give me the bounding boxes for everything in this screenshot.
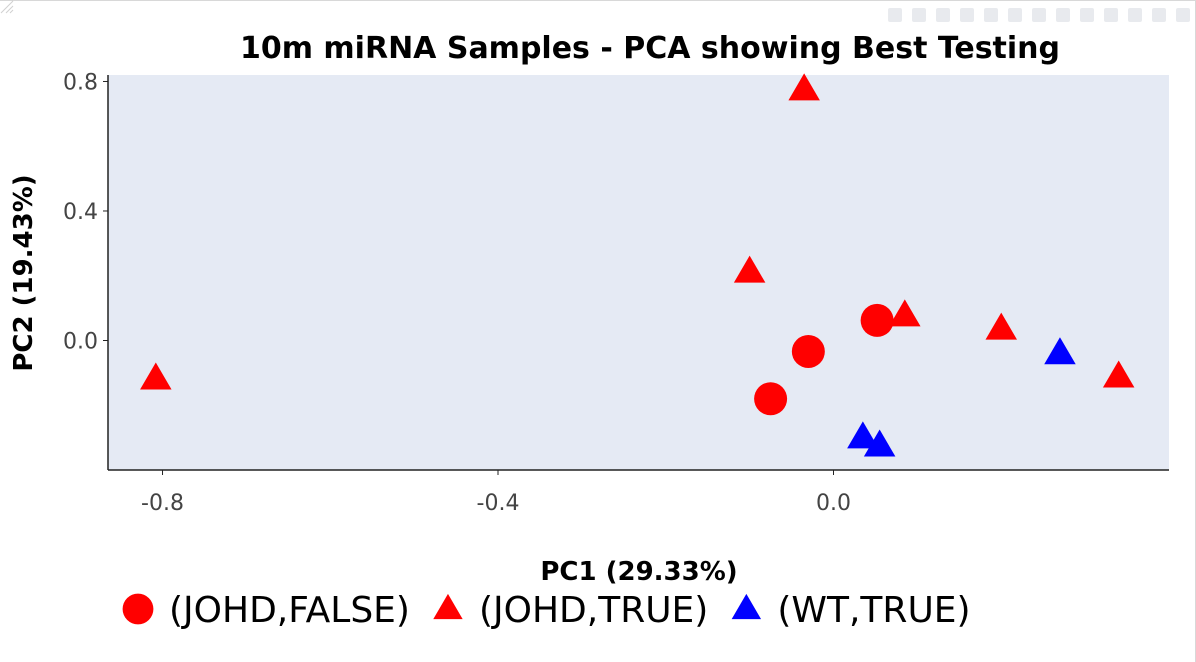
y-tick-label: 0.0 <box>63 329 98 354</box>
spike-lines-icon[interactable] <box>1104 8 1118 22</box>
zoom-icon[interactable] <box>912 8 926 22</box>
x-tick-label: 0.0 <box>816 491 851 516</box>
reset-axes-icon[interactable] <box>1080 8 1094 22</box>
zoom-in-icon[interactable] <box>1008 8 1022 22</box>
x-tick-label: -0.8 <box>141 491 184 516</box>
plot-area[interactable] <box>108 75 1169 470</box>
data-points <box>140 73 1135 457</box>
data-point-series-3 <box>847 421 879 449</box>
y-axis-ticks: 0.8 0.4 0.0 <box>63 70 108 354</box>
data-point-series-2 <box>140 362 172 390</box>
legend-marker-2 <box>433 593 463 620</box>
legend-label: (JOHD,TRUE) <box>479 590 708 631</box>
legend-marker-3 <box>731 593 762 620</box>
data-point-series-3 <box>1044 337 1076 365</box>
modebar <box>888 8 1190 22</box>
legend: (JOHD,FALSE) (JOHD,TRUE) (WT,TRUE) <box>122 590 971 631</box>
data-point-series-3 <box>863 429 896 457</box>
data-point-series-2 <box>889 299 921 327</box>
data-point-series-1 <box>754 382 788 416</box>
lasso-select-icon[interactable] <box>984 8 998 22</box>
data-point-series-2 <box>985 312 1018 340</box>
data-point-series-1 <box>791 335 825 368</box>
y-axis-title: PC2 (19.43%) <box>9 174 39 371</box>
camera-icon[interactable] <box>888 8 902 22</box>
x-tick-label: -0.4 <box>477 491 520 516</box>
legend-label: (WT,TRUE) <box>777 590 970 631</box>
legend-item[interactable]: (JOHD,TRUE) <box>433 590 708 631</box>
y-tick-label: 0.4 <box>63 200 98 225</box>
x-axis-title: PC1 (29.33%) <box>540 557 737 587</box>
data-point-series-2 <box>1102 360 1135 388</box>
box-select-icon[interactable] <box>960 8 974 22</box>
legend-item[interactable]: (JOHD,FALSE) <box>122 590 410 631</box>
data-point-series-2 <box>788 73 820 101</box>
hover-compare-icon[interactable] <box>1152 8 1166 22</box>
data-point-series-2 <box>733 255 766 283</box>
data-point-series-1 <box>860 303 894 337</box>
y-tick-label: 0.8 <box>63 70 98 95</box>
plotly-logo-icon[interactable] <box>1176 8 1190 22</box>
pan-icon[interactable] <box>936 8 950 22</box>
chart-title: 10m miRNA Samples - PCA showing Best Tes… <box>240 31 1060 66</box>
resize-grip-icon[interactable] <box>0 0 14 14</box>
x-axis-ticks: -0.8 -0.4 0.0 <box>141 470 851 516</box>
autoscale-icon[interactable] <box>1056 8 1070 22</box>
legend-marker-1 <box>122 593 154 625</box>
zoom-out-icon[interactable] <box>1032 8 1046 22</box>
legend-item[interactable]: (WT,TRUE) <box>731 590 971 631</box>
legend-label: (JOHD,FALSE) <box>169 590 410 631</box>
hover-closest-icon[interactable] <box>1128 8 1142 22</box>
